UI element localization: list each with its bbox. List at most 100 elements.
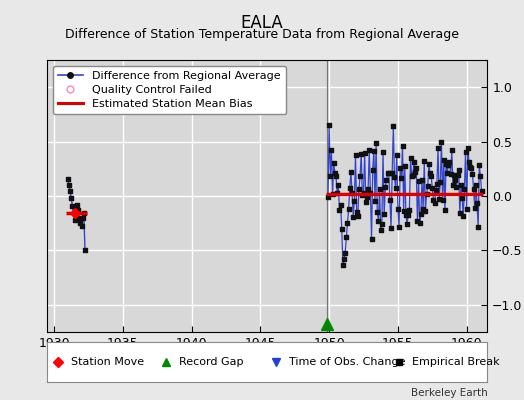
Point	[402, 212, 410, 218]
Point	[73, 202, 81, 208]
Point	[329, 191, 337, 198]
Point	[413, 218, 422, 224]
Point	[476, 173, 485, 180]
Point	[397, 175, 406, 182]
Point	[460, 186, 468, 192]
Point	[332, 173, 340, 180]
Point	[398, 142, 407, 149]
Point	[342, 234, 351, 240]
Point	[441, 207, 449, 214]
Point	[452, 184, 461, 190]
Point	[354, 213, 362, 220]
Point	[433, 181, 441, 188]
Point	[388, 170, 396, 176]
Point	[477, 188, 486, 194]
Point	[387, 224, 395, 231]
Point	[439, 197, 447, 204]
Point	[434, 145, 442, 151]
Point	[346, 185, 354, 191]
Point	[344, 206, 353, 212]
Point	[421, 208, 430, 214]
Point	[325, 122, 333, 128]
Point	[457, 182, 465, 188]
Point	[447, 147, 456, 154]
Point	[385, 170, 393, 176]
Point	[383, 176, 391, 183]
Point	[414, 178, 423, 184]
Point	[363, 194, 371, 200]
Point	[369, 148, 378, 154]
Point	[65, 182, 73, 188]
Text: Time of Obs. Change: Time of Obs. Change	[289, 357, 406, 367]
Point	[436, 178, 444, 185]
Point	[466, 164, 474, 170]
Point	[351, 152, 359, 158]
Point	[79, 214, 87, 221]
Point	[406, 155, 414, 161]
Legend: Difference from Regional Average, Quality Control Failed, Estimated Station Mean: Difference from Regional Average, Qualit…	[53, 66, 286, 114]
Point	[372, 140, 380, 146]
Point	[389, 123, 398, 130]
Point	[384, 169, 392, 176]
Text: EALA: EALA	[241, 14, 283, 32]
Point	[81, 247, 89, 254]
Point	[391, 185, 400, 191]
Point	[365, 147, 374, 154]
Point	[449, 182, 457, 188]
Point	[403, 220, 411, 227]
Point	[377, 227, 385, 234]
Point	[467, 165, 475, 172]
Point	[445, 158, 454, 165]
Point	[419, 206, 428, 212]
Point	[465, 159, 473, 165]
Point	[459, 212, 467, 219]
Point	[451, 177, 460, 184]
Point	[368, 167, 377, 174]
Point	[392, 152, 401, 158]
Point	[349, 213, 357, 220]
Point	[350, 198, 358, 204]
Point	[75, 214, 83, 221]
Point	[63, 175, 72, 182]
Point	[381, 184, 389, 190]
Point	[373, 209, 381, 216]
Point	[450, 172, 458, 178]
Point	[72, 208, 80, 214]
Point	[334, 182, 343, 188]
Point	[379, 149, 387, 156]
Point	[471, 205, 479, 211]
Point	[444, 162, 453, 168]
Point	[435, 195, 443, 202]
Point	[375, 186, 384, 192]
Point	[422, 190, 431, 197]
Point	[468, 170, 477, 177]
Point	[411, 169, 419, 175]
Point	[328, 147, 336, 154]
Point	[416, 220, 424, 226]
Text: Station Move: Station Move	[71, 357, 145, 367]
Point	[353, 209, 361, 215]
Point	[473, 200, 481, 206]
Point	[432, 187, 440, 194]
Point	[69, 210, 78, 217]
Point	[458, 195, 466, 201]
Point	[442, 161, 450, 167]
Point	[362, 199, 370, 206]
Point	[430, 200, 439, 207]
Point	[454, 167, 463, 174]
Point	[418, 177, 426, 183]
Point	[364, 186, 373, 192]
Point	[456, 210, 464, 216]
Point	[331, 169, 339, 176]
Point	[347, 169, 355, 175]
Point	[390, 174, 399, 180]
Point	[401, 163, 409, 170]
Point	[80, 210, 88, 217]
Point	[76, 220, 84, 226]
Point	[474, 224, 483, 230]
Point	[427, 172, 435, 179]
Point	[371, 198, 379, 204]
Point	[396, 164, 405, 171]
Point	[461, 149, 470, 156]
Text: Empirical Break: Empirical Break	[412, 357, 500, 367]
